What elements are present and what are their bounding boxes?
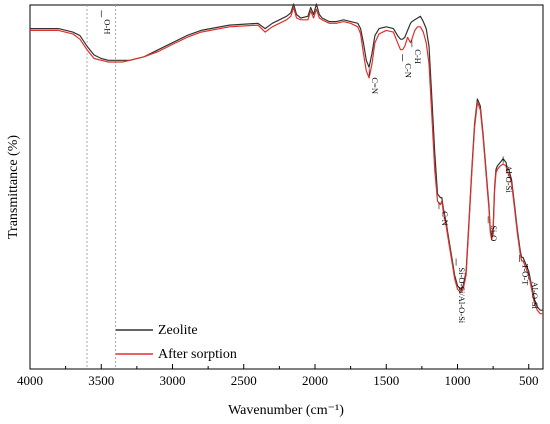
series-layer: [30, 3, 543, 315]
annotation-label: C-H: [413, 49, 423, 64]
x-tick-label: 2500: [231, 373, 257, 388]
x-tick-label: 1000: [445, 373, 471, 388]
x-tick-label: 2000: [302, 373, 328, 388]
series-line-after-sorption: [30, 6, 543, 315]
x-tick-label: 1500: [373, 373, 399, 388]
plot-frame: [29, 4, 544, 370]
x-tick-label: 500: [519, 373, 539, 388]
x-tick-label: 3000: [160, 373, 186, 388]
x-tick-label: 3500: [88, 373, 114, 388]
series-line-zeolite: [30, 3, 543, 311]
annotation-label: O-H: [102, 19, 112, 34]
legend: Zeolite After sorption: [116, 323, 237, 362]
annotation-label: Al-O-Si: [504, 165, 514, 193]
x-axis-label: Wavenumber (cm⁻¹): [228, 403, 344, 418]
reference-lines: [86, 5, 116, 369]
annotation-label: C-N: [440, 211, 450, 226]
legend-label-zeolite: Zeolite: [158, 323, 198, 338]
x-axis-ticks: 4000 3500 3000 2500 2000 1500 1000 500: [17, 364, 539, 388]
x-tick-label: 4000: [17, 373, 43, 388]
y-axis-label: Transmittance (%): [6, 135, 21, 239]
annotation-label: C=N: [370, 77, 380, 94]
legend-label-after-sorption: After sorption: [158, 347, 237, 362]
annotation-label: C-N: [404, 63, 414, 78]
annotation-label: T-O-T: [520, 264, 530, 286]
annotation-label: Si-O-Si/Al-O-Si: [457, 267, 467, 323]
annotation-label: Si-O: [489, 225, 499, 241]
annotation-label: Al-O-Si: [530, 282, 540, 310]
annotations: O-HC=NC-NC-HC-NSi-O-Si/Al-O-SiSi-OAl-O-S…: [100, 10, 540, 324]
